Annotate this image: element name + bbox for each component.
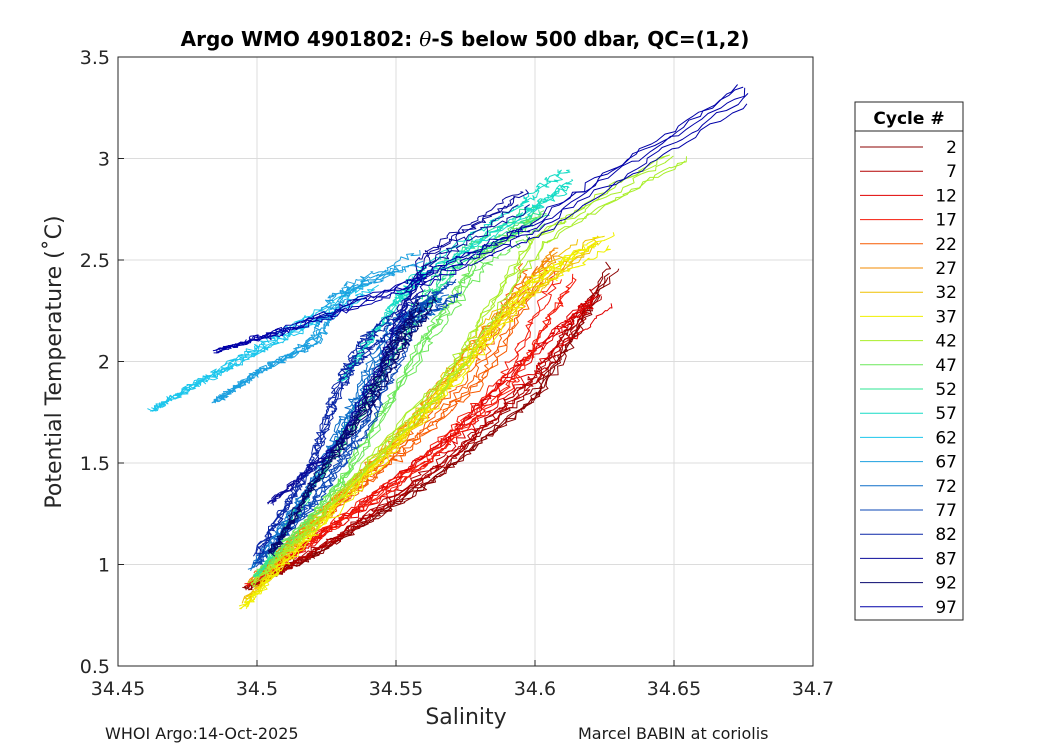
series-line-cycle-87 [270, 189, 529, 504]
legend: Cycle # 27121722273237424752576267727782… [854, 101, 964, 621]
legend-label-22: 22 [935, 235, 957, 255]
series-line-cycle-37 [243, 241, 598, 608]
legend-label-17: 17 [935, 211, 957, 231]
series-line-cycle-57 [339, 186, 569, 380]
series-line-cycle-42 [251, 160, 686, 584]
series-line-cycle-47 [259, 210, 545, 573]
footer-left: WHOI Argo:14-Oct-2025 [105, 724, 299, 743]
series-line-cycle-92 [270, 304, 434, 554]
legend-label-77: 77 [935, 501, 957, 521]
legend-label-67: 67 [935, 453, 957, 473]
series-line-cycle-97 [213, 86, 744, 354]
legend-label-57: 57 [935, 404, 957, 424]
x-tick-label: 34.65 [647, 678, 701, 700]
series-line-cycle-87 [267, 191, 524, 505]
legend-label-12: 12 [935, 186, 957, 206]
legend-label-97: 97 [935, 598, 957, 618]
chart-title: Argo WMO 4901802: θ-S below 500 dbar, QC… [181, 27, 750, 51]
ticks: 34.45 34.5 34.55 34.6 34.65 34.7 0.5 1 1.5 2 2.5 3 3… [80, 47, 834, 700]
legend-label-47: 47 [935, 356, 957, 376]
footer-right: Marcel BABIN at coriolis [578, 724, 769, 743]
legend-label-37: 37 [935, 307, 957, 327]
series-line-cycle-67 [214, 249, 421, 404]
chart-title-suffix: -S below 500 dbar, QC=(1,2) [431, 27, 749, 51]
series-line-cycle-12 [247, 303, 613, 585]
series-line-cycle-97 [216, 103, 748, 353]
series-line-cycle-72 [252, 303, 431, 568]
chart-title-theta: θ [419, 27, 431, 51]
legend-label-32: 32 [935, 283, 957, 303]
y-tick-label: 2.5 [80, 250, 110, 272]
series-line-cycle-7 [258, 282, 602, 584]
grid [118, 57, 813, 666]
series-line-cycle-77 [258, 278, 457, 565]
legend-label-52: 52 [935, 380, 957, 400]
x-axis-label: Salinity [425, 705, 506, 730]
series-line-cycle-52 [257, 209, 541, 577]
series-line-cycle-37 [238, 232, 615, 607]
y-tick-label: 3 [98, 149, 110, 171]
chart-title-prefix: Argo WMO 4901802: [181, 27, 420, 51]
series-line-cycle-17 [244, 273, 574, 585]
y-tick-label: 0.5 [80, 656, 110, 678]
series-line-cycle-92 [268, 307, 416, 554]
series-line-cycle-2 [243, 277, 609, 589]
series-layer [147, 84, 749, 610]
series-line-cycle-57 [337, 185, 570, 382]
series-line-cycle-92 [267, 306, 423, 557]
legend-label-82: 82 [935, 525, 957, 545]
legend-label-7: 7 [946, 162, 957, 182]
legend-label-27: 27 [935, 259, 957, 279]
y-tick-label: 1.5 [80, 453, 110, 475]
legend-label-72: 72 [935, 477, 957, 497]
legend-label-92: 92 [935, 574, 957, 594]
x-tick-label: 34.55 [369, 678, 423, 700]
legend-label-62: 62 [935, 428, 957, 448]
legend-title: Cycle # [873, 109, 944, 129]
x-tick-label: 34.7 [792, 678, 834, 700]
legend-label-2: 2 [946, 138, 957, 158]
y-tick-label: 3.5 [80, 47, 110, 69]
legend-label-42: 42 [935, 332, 957, 352]
series-line-cycle-67 [213, 263, 420, 403]
series-line-cycle-37 [239, 245, 611, 610]
x-tick-label: 34.6 [514, 678, 556, 700]
y-axis-label: Potential Temperature (˚C) [42, 215, 67, 508]
x-tick-label: 34.45 [91, 678, 145, 700]
series-line-cycle-47 [256, 213, 547, 578]
legend-label-87: 87 [935, 549, 957, 569]
y-tick-label: 1 [98, 555, 110, 577]
y-tick-label: 2 [98, 352, 110, 374]
series-line-cycle-52 [253, 214, 550, 578]
series-line-cycle-42 [252, 155, 674, 588]
legend-box [854, 101, 964, 621]
x-tick-label: 34.5 [236, 678, 278, 700]
series-line-cycle-32 [241, 243, 596, 604]
series-line-cycle-97 [216, 84, 738, 354]
series-line-cycle-97 [215, 87, 746, 351]
series-line-cycle-82 [256, 290, 432, 556]
